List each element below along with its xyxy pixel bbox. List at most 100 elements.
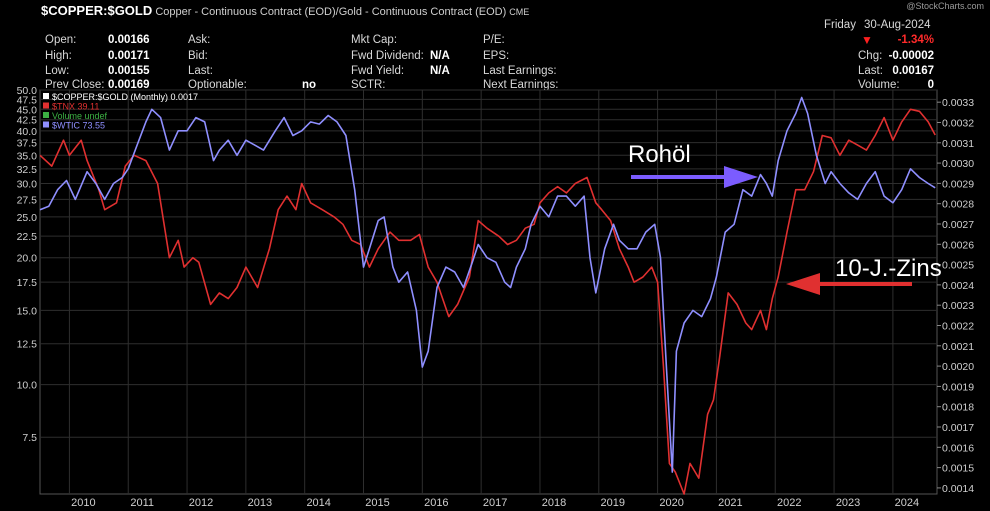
x-tick-label: 2015 <box>365 497 389 509</box>
x-tick-label: 2012 <box>189 497 213 509</box>
fwd-dividend-label: Fwd Dividend: <box>351 50 424 62</box>
mkt-cap-label: Mkt Cap: <box>351 34 398 46</box>
x-tick-label: 2011 <box>130 497 154 509</box>
legend-wtic-swatch <box>43 121 49 128</box>
left-tick-label: 15.0 <box>17 305 38 317</box>
right-tick-label: 0.0027 <box>942 219 974 231</box>
left-tick-label: 12.5 <box>17 339 38 351</box>
date-label: 30-Aug-2024 <box>864 19 931 31</box>
legend-ratio-swatch <box>43 93 49 99</box>
right-tick-label: 0.0021 <box>942 341 974 353</box>
left-tick-label: 17.5 <box>17 277 38 289</box>
fwd-yield-label: Fwd Yield: <box>351 65 405 77</box>
pe-label: P/E: <box>483 34 505 46</box>
wtic-line <box>39 96 936 473</box>
next-earnings-label: Next Earnings: <box>483 79 559 91</box>
right-tick-label: 0.0032 <box>942 117 974 129</box>
right-tick-label: 0.0033 <box>942 97 974 109</box>
annotation-10y-yield: 10-J.-Zins <box>835 255 942 282</box>
high-label: High: <box>45 50 72 62</box>
left-tick-label: 20.0 <box>17 253 38 265</box>
prev-close-label: Prev Close: <box>45 79 105 91</box>
watermark: @StockCharts.com <box>906 1 984 11</box>
right-tick-label: 0.0029 <box>942 178 974 190</box>
x-tick-label: 2020 <box>659 497 683 509</box>
left-tick-label: 40.0 <box>17 126 38 138</box>
x-tick-label: 2024 <box>895 497 919 509</box>
left-tick-label: 37.5 <box>17 138 38 150</box>
fwd-yield-value: N/A <box>430 65 450 77</box>
right-tick-label: 0.0022 <box>942 320 974 332</box>
right-tick-label: 0.0026 <box>942 239 974 251</box>
low-value: 0.00155 <box>108 65 150 77</box>
symbol-description: Copper - Continuous Contract (EOD)/Gold … <box>155 6 507 18</box>
right-tick-label: 0.0025 <box>942 260 974 272</box>
chart-title: $COPPER:$GOLD Copper - Continuous Contra… <box>41 3 529 18</box>
volume-value: 0 <box>927 79 934 91</box>
left-tick-label: 22.5 <box>17 231 38 243</box>
last-close-label: Last: <box>858 65 883 77</box>
day-label: Friday <box>824 19 856 31</box>
left-tick-label: 27.5 <box>17 194 38 206</box>
optionable-label: Optionable: <box>188 79 247 91</box>
x-tick-label: 2013 <box>248 497 272 509</box>
down-arrow-icon: ▼ <box>861 33 873 47</box>
x-tick-label: 2018 <box>542 497 566 509</box>
x-tick-label: 2016 <box>424 497 448 509</box>
open-label: Open: <box>45 34 77 46</box>
legend-tnx: $TNX 39.11 <box>52 102 99 112</box>
x-tick-label: 2021 <box>718 497 742 509</box>
left-tick-label: 45.0 <box>17 104 38 116</box>
annotation-crude-oil: Rohöl <box>628 141 691 168</box>
left-tick-label: 30.0 <box>17 178 38 190</box>
high-value: 0.00171 <box>108 50 150 62</box>
left-tick-label: 7.5 <box>22 432 37 444</box>
bid-label: Bid: <box>188 50 208 62</box>
last-earnings-label: Last Earnings: <box>483 65 557 77</box>
right-tick-label: 0.0030 <box>942 158 974 170</box>
right-tick-label: 0.0019 <box>942 381 974 393</box>
legend-wtic: $WTIC 73.55 <box>52 121 105 131</box>
right-tick-label: 0.0016 <box>942 442 974 454</box>
right-tick-label: 0.0017 <box>942 422 974 434</box>
crude-oil-arrow-head <box>724 166 758 188</box>
open-value: 0.00166 <box>108 34 150 46</box>
x-tick-label: 2017 <box>483 497 507 509</box>
low-label: Low: <box>45 65 70 77</box>
x-tick-label: 2023 <box>836 497 860 509</box>
x-tick-label: 2010 <box>71 497 95 509</box>
left-tick-label: 25.0 <box>17 212 38 224</box>
chg-value: -0.00002 <box>888 50 934 62</box>
legend-volume-swatch <box>43 112 49 118</box>
left-tick-label: 10.0 <box>17 380 38 392</box>
right-tick-label: 0.0014 <box>942 483 974 495</box>
x-tick-label: 2014 <box>306 497 330 509</box>
left-tick-label: 50.0 <box>17 85 38 97</box>
right-tick-label: 0.0031 <box>942 138 974 150</box>
plot-area <box>39 89 938 495</box>
ask-label: Ask: <box>188 34 211 46</box>
right-tick-label: 0.0020 <box>942 361 974 373</box>
left-tick-label: 47.5 <box>17 94 38 106</box>
eps-label: EPS: <box>483 50 510 62</box>
legend-tnx-swatch <box>43 102 49 109</box>
last-label: Last: <box>188 65 213 77</box>
yield-arrow-head <box>786 273 820 295</box>
sctr-label: SCTR: <box>351 79 386 91</box>
left-tick-label: 35.0 <box>17 150 38 162</box>
last-close-value: 0.00167 <box>892 65 934 77</box>
chg-label: Chg: <box>858 50 883 62</box>
right-tick-label: 0.0018 <box>942 402 974 414</box>
change-pct-value: -1.34% <box>897 34 934 46</box>
left-tick-label: 32.5 <box>17 164 38 176</box>
right-tick-label: 0.0028 <box>942 199 974 211</box>
exchange-label: CME <box>509 7 530 17</box>
legend-ratio: $COPPER:$GOLD (Monthly) 0.0017 <box>52 92 198 102</box>
optionable-value: no <box>302 79 317 91</box>
fwd-dividend-value: N/A <box>430 50 450 62</box>
symbol-label: $COPPER:$GOLD <box>41 3 153 18</box>
quote-header: $COPPER:$GOLD Copper - Continuous Contra… <box>0 0 990 91</box>
x-tick-label: 2022 <box>777 497 801 509</box>
right-tick-label: 0.0024 <box>942 280 974 292</box>
